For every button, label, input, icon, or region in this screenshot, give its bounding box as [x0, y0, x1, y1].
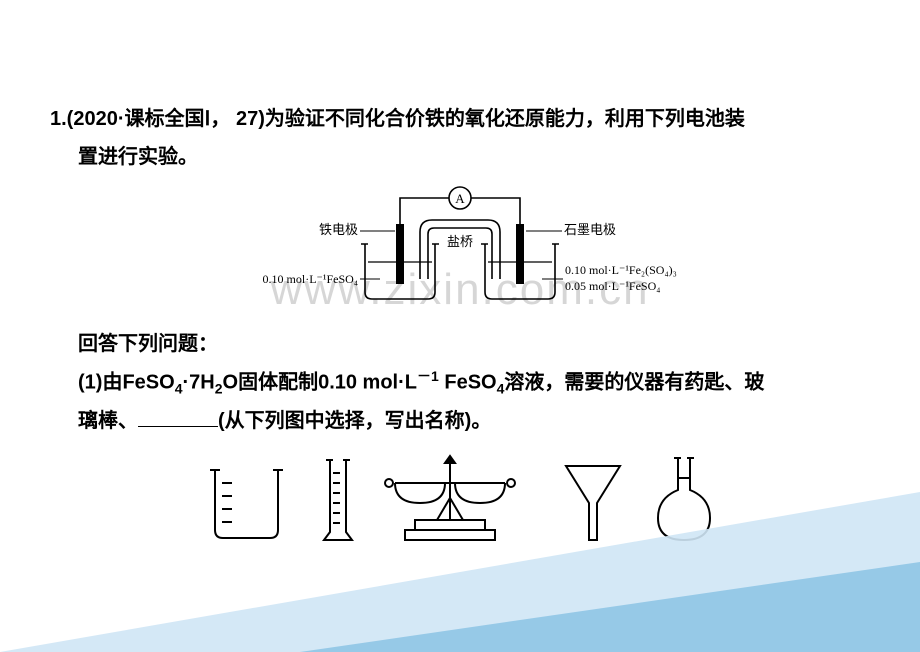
q1-l2-t2: (从下列图中选择，写出名称)。 — [218, 410, 491, 432]
right-electrode-label: 石墨电极 — [564, 222, 616, 237]
q1-s2: 2 — [215, 381, 223, 397]
question-stem-line2: 置进行实验。 — [50, 138, 870, 176]
q1-t5: 溶液，需要的仪器有药匙、玻 — [504, 372, 764, 394]
iron-electrode — [396, 224, 404, 284]
q1-line1: (1)由FeSO4·7H2O固体配制0.10 mol·L－1 FeSO4溶液，需… — [50, 363, 870, 402]
sub-prompt: 回答下列问题： — [50, 325, 870, 363]
decor-triangle-dark — [300, 562, 920, 652]
cell-diagram: A 铁电极 石墨电极 盐桥 0.10 mol·L⁻¹FeS — [50, 184, 870, 319]
q1-t1: (1)由FeSO — [78, 372, 175, 394]
right-solution-label-2: 0.05 mol·L⁻¹FeSO₄ — [565, 279, 660, 293]
left-solution-label: 0.10 mol·L⁻¹FeSO₄ — [263, 272, 358, 286]
q1-line2: 璃棒、 (从下列图中选择，写出名称)。 — [50, 402, 870, 440]
question-stem-line1: 1.(2020·课标全国Ⅰ， 27)为验证不同化合价铁的氧化还原能力，利用下列电… — [50, 100, 870, 138]
right-solution-label-1: 0.10 mol·L⁻¹Fe₂(SO₄)₃ — [565, 263, 677, 277]
salt-bridge-label: 盐桥 — [447, 234, 473, 249]
ammeter-label: A — [455, 191, 465, 206]
graphite-electrode — [516, 224, 524, 284]
left-electrode-label: 铁电极 — [319, 222, 358, 237]
stem-text-1: 为验证不同化合价铁的氧化还原能力，利用下列电池装 — [265, 108, 745, 130]
q1-l2-t1: 璃棒、 — [78, 410, 138, 432]
answer-blank — [138, 407, 218, 427]
q1-t2: ·7H — [182, 372, 214, 394]
question-number: 1.(2020·课标全国Ⅰ， 27) — [50, 108, 265, 130]
q1-t4: FeSO — [439, 372, 497, 394]
q1-t3: O固体配制0.10 mol·L — [223, 372, 417, 394]
question-block: 1.(2020·课标全国Ⅰ， 27)为验证不同化合价铁的氧化还原能力，利用下列电… — [0, 0, 920, 553]
q1-sup1: －1 — [417, 368, 439, 384]
